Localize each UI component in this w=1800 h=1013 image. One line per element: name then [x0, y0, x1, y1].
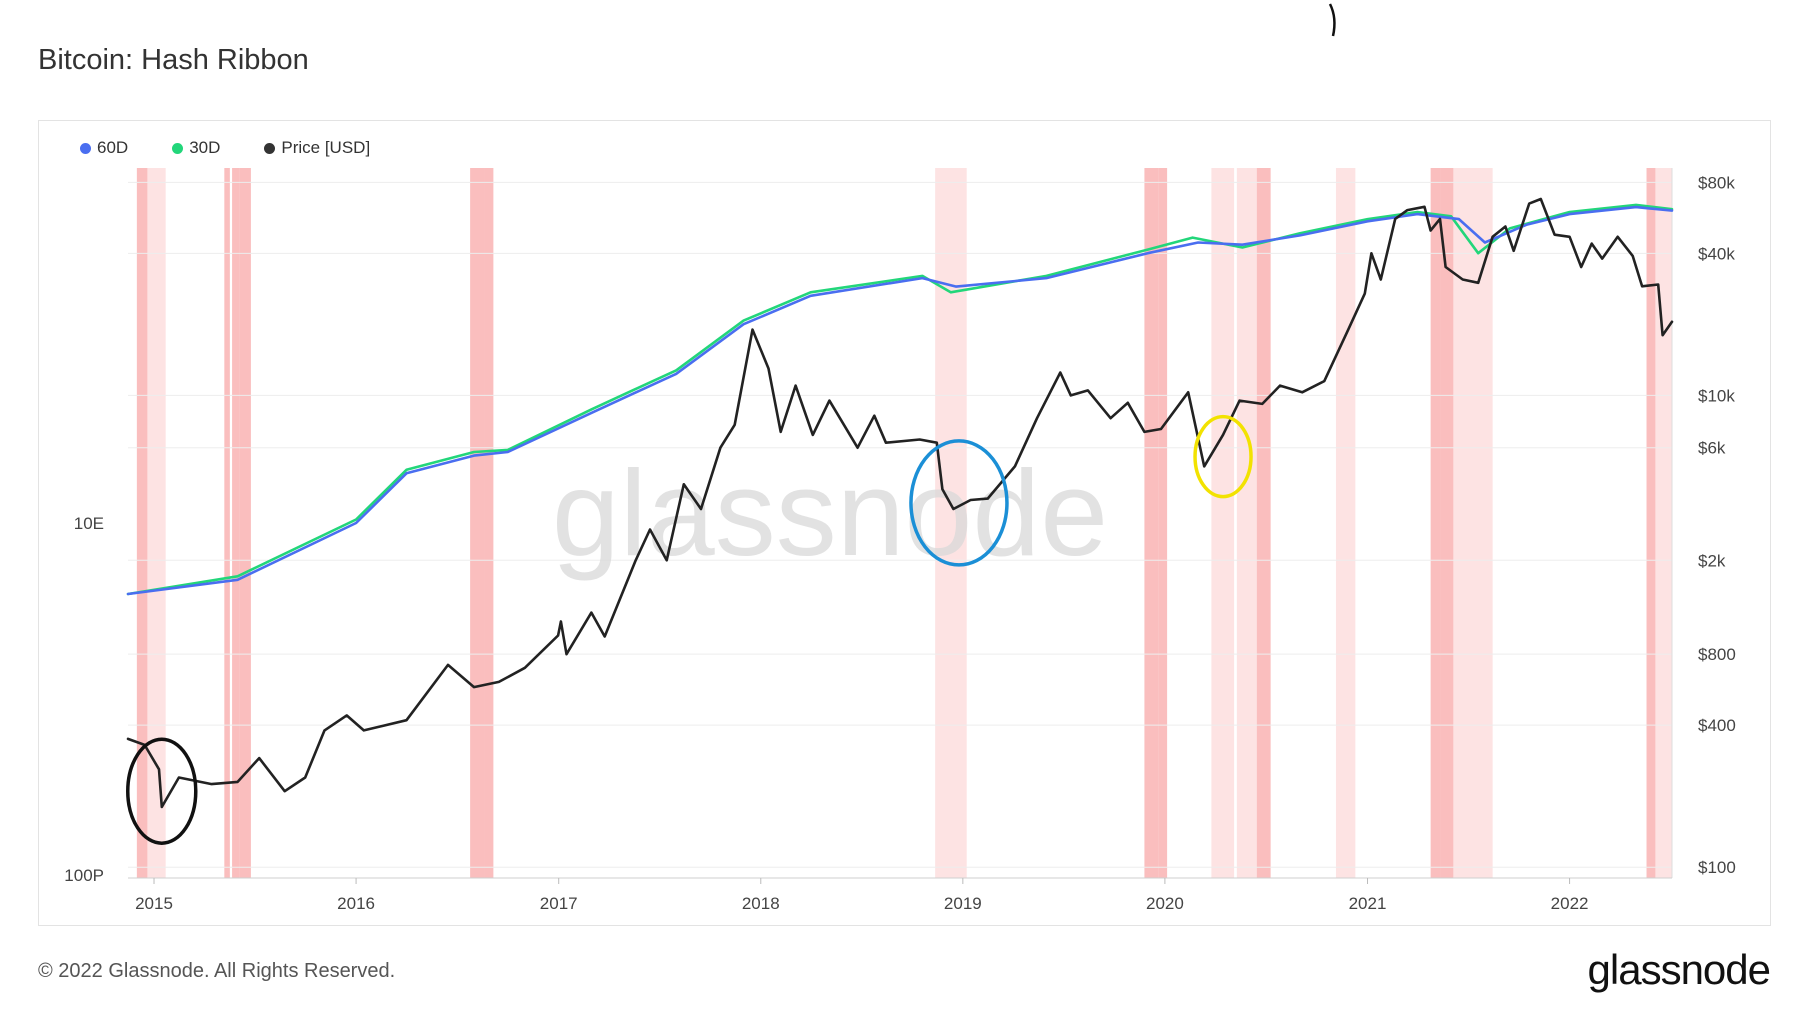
- capitulation-band-5: [470, 168, 485, 878]
- right-tick-label-3: $2k: [1698, 551, 1726, 570]
- legend-dot-60d: [80, 142, 91, 154]
- series-line-60d: [126, 205, 1674, 596]
- x-tick-label-0: 2015: [135, 894, 173, 913]
- capitulation-band-9: [1158, 168, 1168, 878]
- x-tick-label-6: 2021: [1349, 894, 1387, 913]
- legend-dot-30d: [172, 142, 184, 154]
- left-tick-label-1: 100P: [64, 866, 104, 885]
- legend-label-60d: 60D: [97, 138, 129, 157]
- x-tick-label-3: 2018: [742, 894, 780, 913]
- page-title: Bitcoin: Hash Ribbon: [38, 44, 309, 76]
- legend-item-60d[interactable]: 60D: [80, 138, 128, 158]
- brand-logo: glassnode: [1587, 946, 1771, 993]
- legend-item-price[interactable]: Price [USD]: [264, 138, 370, 158]
- capitulation-band-18: [1655, 168, 1672, 878]
- annotation-ellipse-2: [1193, 414, 1253, 499]
- capitulation-band-8: [1144, 168, 1159, 878]
- annotation-ellipse-1: [909, 439, 1009, 567]
- capitulation-band-14: [1430, 168, 1441, 878]
- right-tick-label-5: $10k: [1698, 386, 1735, 405]
- capitulation-band-15: [1440, 168, 1454, 878]
- x-tick-label-5: 2020: [1146, 894, 1184, 913]
- right-tick-label-1: $400: [1698, 716, 1736, 735]
- grid-lines: [128, 168, 1673, 879]
- legend-dot-price: [264, 142, 276, 154]
- left-tick-label-0: 10E: [74, 514, 104, 533]
- capitulation-band-12: [1256, 168, 1271, 878]
- capitulation-band-16: [1453, 168, 1493, 878]
- annotations: [126, 3, 1336, 845]
- chart-frame: [38, 120, 1771, 926]
- legend: 60D 30D Price [USD]: [80, 138, 370, 158]
- right-tick-label-2: $800: [1698, 645, 1736, 664]
- legend-label-30d: 30D: [189, 138, 221, 157]
- capitulation-bands: [136, 168, 1672, 878]
- right-tick-label-7: $80k: [1698, 173, 1735, 192]
- capitulation-band-0: [136, 168, 148, 878]
- right-axis-ticks: $100 $400 $800 $2k $6k $10k $40k $80k: [1698, 173, 1736, 877]
- series-line-price-usd-: [126, 197, 1674, 809]
- capitulation-band-11: [1236, 168, 1257, 878]
- right-tick-label-0: $100: [1698, 858, 1736, 877]
- x-tick-label-2: 2017: [540, 894, 578, 913]
- capitulation-band-17: [1646, 168, 1656, 878]
- series-lines: [126, 197, 1674, 809]
- capitulation-band-2: [224, 168, 230, 878]
- x-axis-ticks: 2015 2016 2017 2018 2019 2020 2021 2022: [135, 878, 1588, 913]
- capitulation-band-4: [239, 168, 251, 878]
- x-tick-label-7: 2022: [1551, 894, 1589, 913]
- right-tick-label-4: $6k: [1698, 439, 1726, 458]
- copyright-text: © 2022 Glassnode. All Rights Reserved.: [38, 960, 396, 982]
- legend-label-price: Price [USD]: [281, 138, 371, 157]
- legend-item-30d[interactable]: 30D: [172, 138, 220, 158]
- capitulation-band-1: [147, 168, 166, 878]
- capitulation-band-6: [484, 168, 494, 878]
- capitulation-band-3: [232, 168, 240, 878]
- x-tick-label-1: 2016: [337, 894, 375, 913]
- pen-stroke-mark: [1328, 3, 1336, 37]
- right-tick-label-6: $40k: [1698, 244, 1735, 263]
- capitulation-band-13: [1335, 168, 1356, 878]
- x-tick-label-4: 2019: [944, 894, 982, 913]
- left-axis-ticks: 10E 100P: [64, 514, 104, 885]
- capitulation-band-10: [1211, 168, 1235, 878]
- series-line-30d: [126, 203, 1674, 596]
- annotation-ellipse-0: [126, 737, 198, 845]
